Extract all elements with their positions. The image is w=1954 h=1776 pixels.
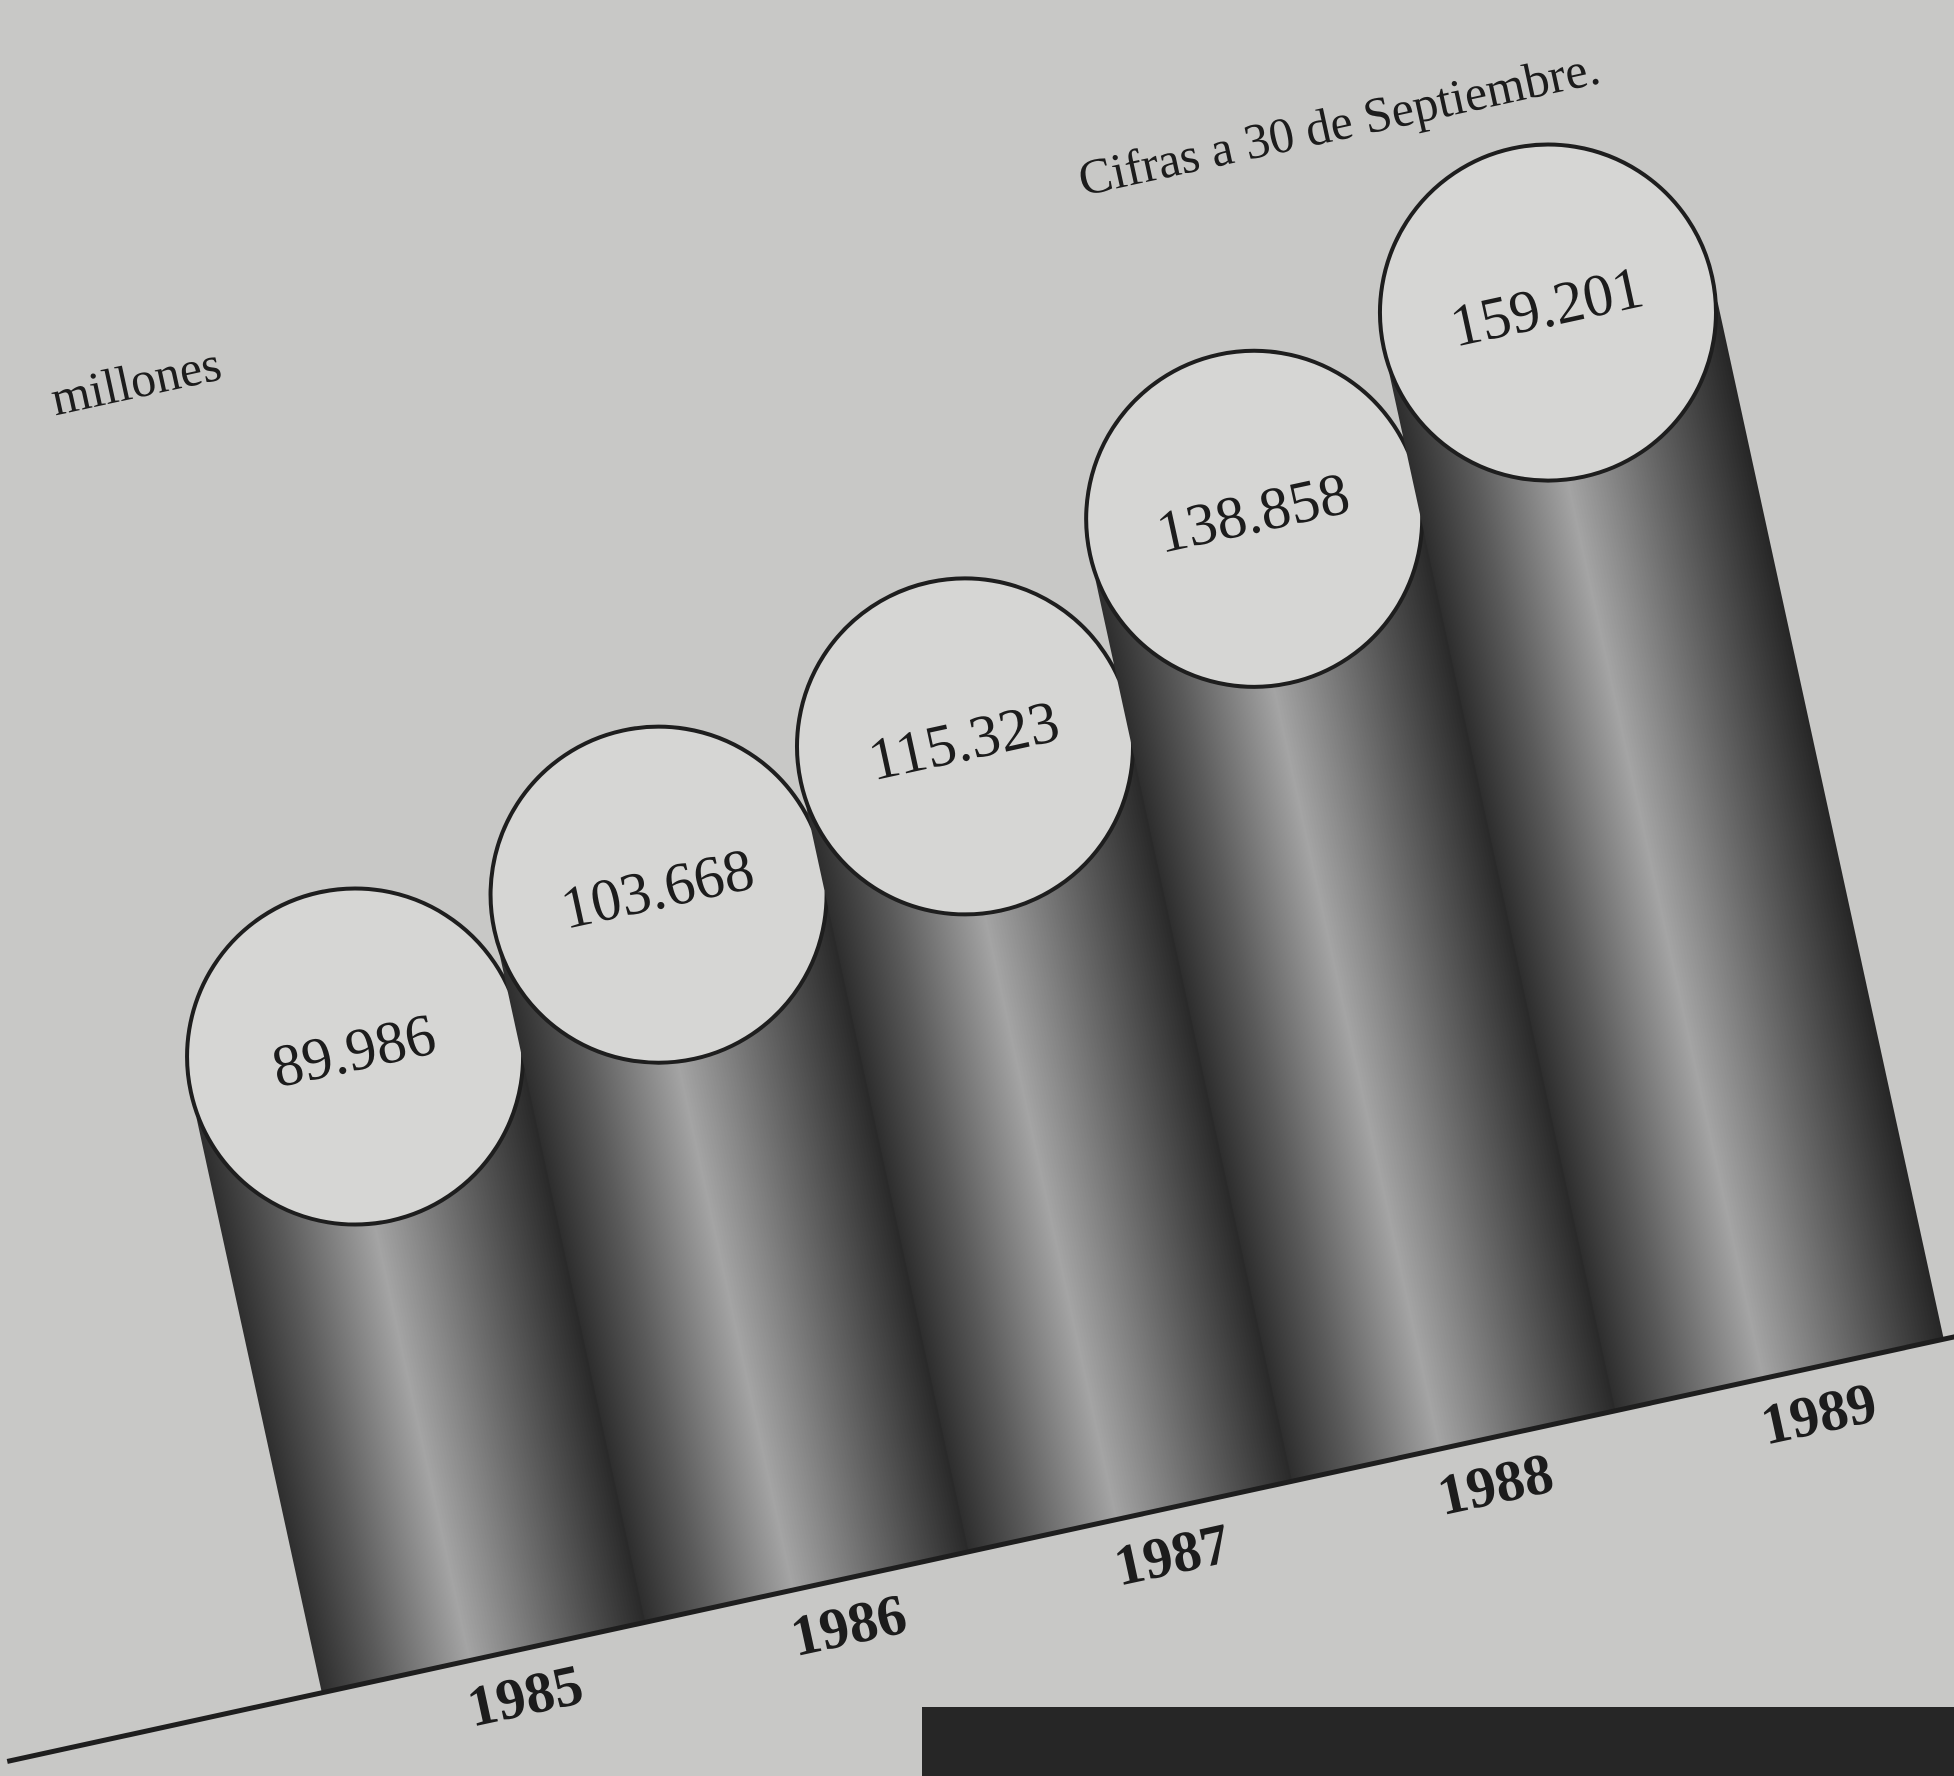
photo-fragment (922, 1707, 1954, 1776)
page: millones Cifras a 30 de Septiembre. 89.9… (0, 0, 1954, 1776)
chart: millones Cifras a 30 de Septiembre. 89.9… (0, 0, 1954, 1776)
